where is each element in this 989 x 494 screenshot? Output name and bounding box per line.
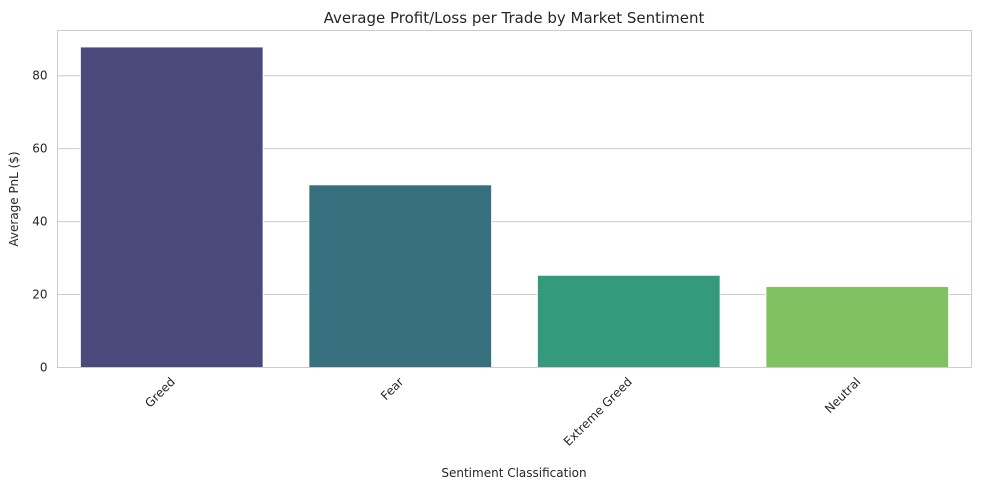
y-tick-labels: 0 20 40 60 80: [32, 69, 47, 375]
bar-extreme-greed: [536, 274, 721, 369]
y-tick-label: 20: [32, 288, 47, 302]
x-tick-label: Fear: [378, 375, 406, 403]
bar-greed: [79, 46, 264, 369]
x-axis-label: Sentiment Classification: [441, 466, 586, 480]
plot-frame: [57, 30, 972, 368]
y-tick-label: 40: [32, 215, 47, 229]
x-tick-label: Neutral: [822, 375, 863, 416]
x-tick-label: Greed: [142, 375, 178, 411]
bar-neutral: [765, 286, 950, 368]
y-axis-label: Average PnL ($): [7, 151, 21, 246]
y-tick-label: 60: [32, 142, 47, 156]
x-tick-label: Extreme Greed: [561, 375, 635, 449]
bars: [79, 46, 950, 369]
chart-title: Average Profit/Loss per Trade by Market …: [324, 9, 705, 27]
bar-fear: [308, 184, 493, 368]
y-tick-label: 0: [40, 361, 48, 375]
x-tick-labels: Greed Fear Extreme Greed Neutral: [142, 375, 863, 449]
y-tick-label: 80: [32, 69, 47, 83]
